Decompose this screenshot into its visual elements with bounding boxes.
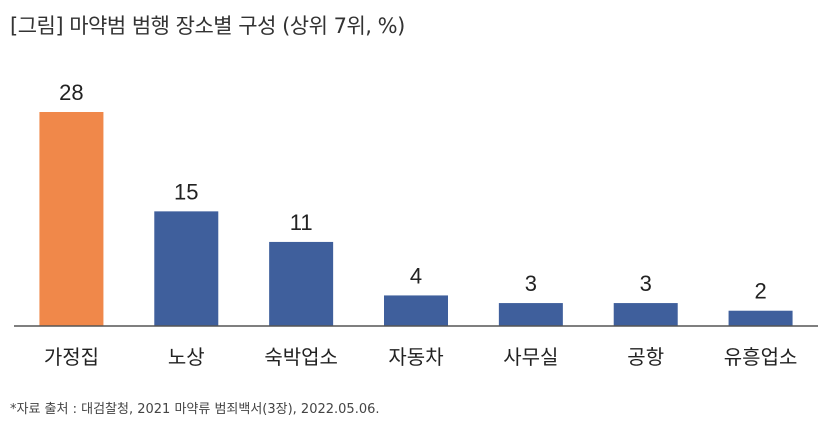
bar-4 xyxy=(384,295,448,326)
bar-7 xyxy=(728,310,793,326)
category-label-4: 자동차 xyxy=(388,345,443,369)
category-label-5: 사무실 xyxy=(503,345,558,369)
value-label-2: 15 xyxy=(174,179,198,204)
value-label-1: 28 xyxy=(59,80,83,105)
bar-6 xyxy=(613,303,678,326)
bars-layer xyxy=(39,112,793,326)
chart-title: [그림] 마약범 범행 장소별 구성 (상위 7위, %) xyxy=(10,14,405,38)
source-note: *자료 출처 : 대검찰청, 2021 마약류 범죄백서(3장), 2022.0… xyxy=(10,402,380,417)
value-label-7: 2 xyxy=(754,279,766,304)
bar-1 xyxy=(39,112,104,326)
value-label-6: 3 xyxy=(640,271,652,296)
category-label-7: 유흥업소 xyxy=(724,345,798,369)
bar-5 xyxy=(498,303,563,326)
value-label-3: 11 xyxy=(290,210,313,235)
bar-2 xyxy=(154,211,219,326)
category-label-2: 노상 xyxy=(168,345,205,369)
bar-3 xyxy=(269,241,334,326)
category-label-3: 숙박업소 xyxy=(264,345,338,369)
category-label-1: 가정집 xyxy=(44,345,99,369)
labels-layer: 28 가정집 15 노상 11 숙박업소 4 자동차 3 사무실 3 공항 2 유흥업소 xyxy=(44,80,798,369)
value-label-4: 4 xyxy=(410,263,422,288)
value-label-5: 3 xyxy=(525,271,537,296)
category-label-6: 공항 xyxy=(627,345,664,369)
